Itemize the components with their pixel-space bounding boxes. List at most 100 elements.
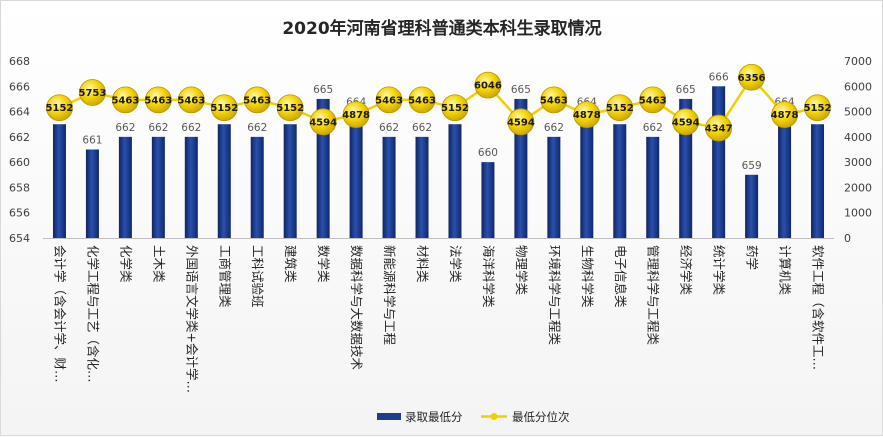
- bar-value-label: 665: [511, 84, 531, 96]
- rank-marker: [144, 86, 172, 114]
- rank-value-label: 5463: [639, 95, 667, 106]
- bar: [448, 124, 462, 238]
- bar: [184, 136, 198, 238]
- bar: [547, 136, 561, 238]
- rank-line: [58, 75, 818, 130]
- rank-value-label: 5753: [79, 88, 107, 99]
- category-label: 建筑类: [283, 245, 298, 283]
- category-label: 统计学类: [712, 245, 727, 296]
- bar-value-label: 665: [676, 84, 696, 96]
- bar-value-label: 662: [544, 122, 564, 134]
- category-label: 数学类: [316, 245, 331, 283]
- bar-value-label: 659: [742, 160, 762, 172]
- category-label: 数据科学与大数据技术: [349, 245, 364, 371]
- y-right-tick-label: 4000: [844, 131, 872, 144]
- rank-marker: [243, 86, 271, 114]
- bar: [481, 162, 495, 238]
- legend-bar-label: 录取最低分: [405, 410, 463, 424]
- y-left-tick-label: 656: [9, 207, 30, 220]
- rank-marker: [540, 86, 568, 114]
- category-label: 物理学类: [514, 245, 529, 296]
- rank-value-label: 5463: [144, 95, 172, 106]
- rank-marker: [738, 63, 766, 91]
- bar: [580, 111, 594, 238]
- category-label: 经济学类: [679, 245, 694, 296]
- y-right-tick-label: 7000: [844, 55, 872, 68]
- rank-value-label: 5152: [46, 103, 74, 114]
- axes: 654 656 658 660 662 664 666 668 0 1000 2000 3000 400…: [9, 55, 872, 245]
- category-label: 外国语言文学类+会计学…: [184, 245, 199, 393]
- rank-value-label: 5463: [111, 95, 139, 106]
- category-label: 电子信息类: [613, 245, 628, 308]
- category-label: 化学类: [118, 245, 133, 283]
- rank-marker: [804, 94, 831, 122]
- rank-value-label: 5463: [177, 95, 205, 106]
- rank-marker: [46, 94, 73, 122]
- rank-value-label: 5463: [243, 95, 271, 106]
- category-label: 土木类: [151, 245, 166, 283]
- rank-marker: [342, 101, 370, 129]
- rank-value-label: 5463: [375, 95, 403, 106]
- rank-marker: [210, 94, 238, 122]
- category-label: 材料类: [415, 245, 430, 283]
- bar: [283, 124, 297, 238]
- bar-value-label: 662: [643, 122, 663, 134]
- rank-marker: [111, 86, 139, 114]
- category-label: 环境科学与工程类: [547, 245, 562, 346]
- category-label: 新能源科学与工程: [382, 245, 397, 346]
- category-label: 化学工程与工艺（含化…: [85, 245, 100, 383]
- bar: [712, 86, 726, 239]
- y-right-tick-label: 1000: [844, 207, 872, 220]
- rank-value-label: 4594: [507, 117, 535, 128]
- bar-value-label: 666: [709, 71, 729, 83]
- y-left-tick-label: 668: [9, 55, 30, 68]
- rank-value-label: 5463: [540, 95, 568, 106]
- rank-value-label: 5152: [210, 103, 238, 114]
- bar: [151, 136, 165, 238]
- rank-value-label: 4347: [705, 124, 733, 135]
- line-series: 5152 5753 5463 5463 5463 5152 5463 5152 4594 4878…: [46, 63, 832, 142]
- category-label: 药学: [745, 245, 760, 270]
- legend: 录取最低分 最低分位次: [377, 410, 570, 424]
- y-right-tick-label: 5000: [844, 106, 872, 119]
- chart-title: 2020年河南省理科普通类本科生录取情况: [282, 18, 601, 39]
- rank-value-label: 4878: [771, 110, 799, 121]
- y-right-tick-label: 0: [844, 232, 851, 245]
- y-right-tick-label: 3000: [844, 156, 872, 169]
- y-right-tick-label: 2000: [844, 181, 872, 194]
- bar: [613, 124, 627, 238]
- bar-value-label: 662: [379, 122, 399, 134]
- bar: [250, 136, 264, 238]
- category-label: 法学类: [448, 245, 463, 283]
- rank-marker: [474, 71, 502, 99]
- rank-value-label: 5152: [606, 103, 634, 114]
- rank-marker: [408, 86, 436, 114]
- rank-value-label: 4878: [573, 110, 601, 121]
- legend-bar-swatch: [377, 413, 401, 420]
- bar-value-label: 662: [181, 122, 201, 134]
- bar-series: 6636616626626626636626636656646626626636…: [49, 71, 828, 239]
- rank-marker: [177, 86, 205, 114]
- category-label: 工科试验班: [250, 245, 265, 308]
- rank-value-label: 5152: [276, 103, 304, 114]
- bar-value-label: 662: [115, 122, 135, 134]
- rank-value-label: 5152: [804, 103, 832, 114]
- rank-marker: [441, 94, 469, 122]
- category-label: 管理科学与工程类: [646, 245, 661, 346]
- bar: [118, 136, 132, 238]
- rank-marker: [606, 94, 634, 122]
- bar-value-label: 661: [82, 135, 102, 147]
- rank-value-label: 6356: [738, 73, 766, 84]
- category-labels: 会计学（含会计学、财… 化学工程与工艺（含化… 化学类 土木类 外国语言文学类+会计学……: [52, 245, 825, 393]
- category-label: 工商管理类: [217, 245, 232, 308]
- bar-value-label: 665: [313, 84, 333, 96]
- category-label: 海洋科学类: [481, 245, 496, 308]
- bar: [349, 111, 363, 238]
- category-label: 会计学（含会计学、财…: [52, 245, 67, 383]
- rank-value-label: 4594: [672, 117, 700, 128]
- bar: [811, 124, 825, 238]
- category-label: 计算机类: [778, 245, 793, 296]
- bar-value-label: 662: [412, 122, 432, 134]
- bar: [646, 136, 660, 238]
- y-left-tick-label: 658: [9, 181, 30, 194]
